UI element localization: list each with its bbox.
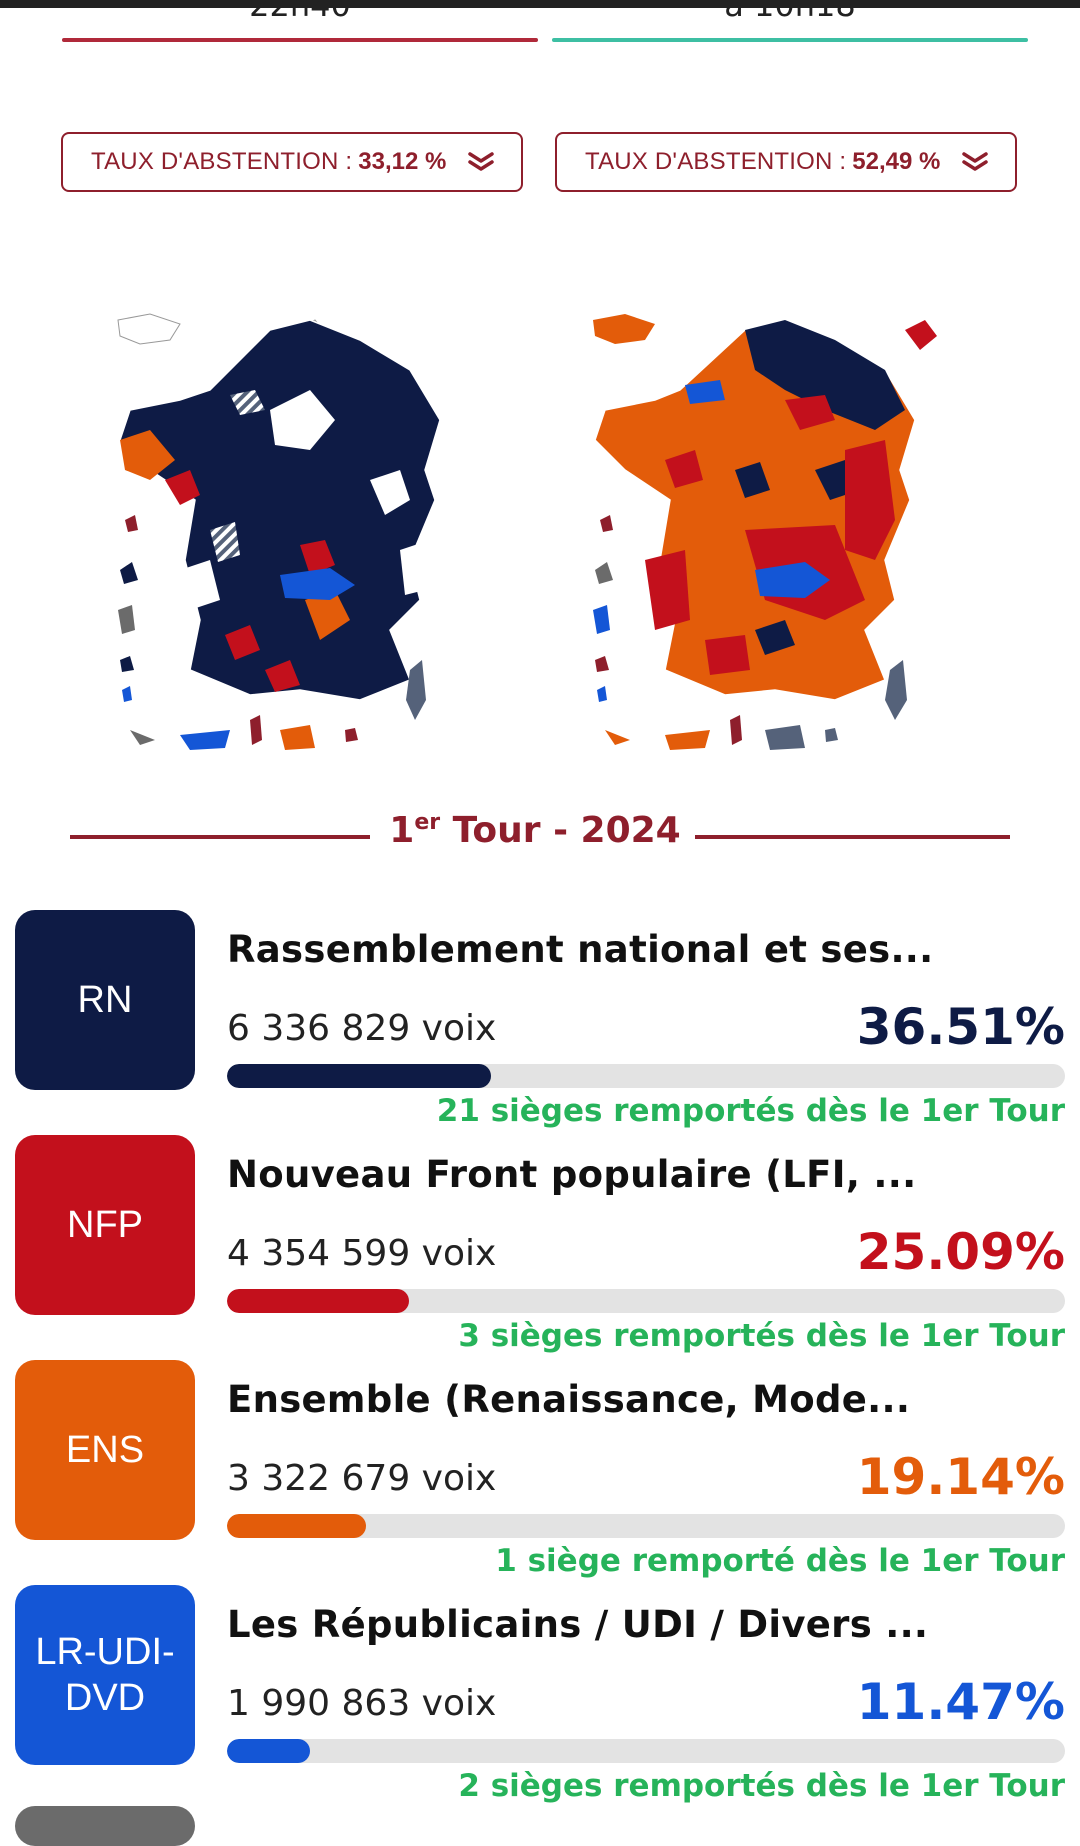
section-title-text: Tour - 2024 <box>452 810 681 851</box>
vote-share-bar <box>227 1739 1065 1763</box>
double-chevron-down-icon <box>468 152 494 171</box>
vote-share-fill <box>227 1739 311 1763</box>
party-name: Les Républicains / UDI / Divers ... <box>227 1603 929 1646</box>
seats-won-text: 2 sièges remportés dès le 1er Tour <box>458 1768 1065 1804</box>
party-badge: NFP <box>15 1135 195 1315</box>
next-party-badge-partial <box>15 1806 195 1846</box>
abstention-toggle-left[interactable]: TAUX D'ABSTENTION : 33,12 % <box>61 132 523 192</box>
party-votes: 4 354 599 voix <box>227 1233 497 1274</box>
party-badge: RN <box>15 910 195 1090</box>
vote-share-bar <box>227 1289 1065 1313</box>
left-time-header: 22h40 <box>62 0 538 42</box>
party-code: ENS <box>65 1429 145 1471</box>
section-title: 1er Tour - 2024 <box>380 810 690 851</box>
double-chevron-down-icon <box>962 152 988 171</box>
abstention-label: TAUX D'ABSTENTION : <box>585 148 847 175</box>
party-percent: 36.51% <box>856 998 1065 1056</box>
party-votes: 3 322 679 voix <box>227 1458 497 1499</box>
right-time-label: à 10h18 <box>724 0 856 24</box>
party-votes: 6 336 829 voix <box>227 1008 497 1049</box>
section-divider-left <box>70 835 370 839</box>
party-name: Nouveau Front populaire (LFI, ... <box>227 1153 917 1196</box>
party-row-nfp[interactable]: NFP Nouveau Front populaire (LFI, ... 4 … <box>15 1135 1065 1360</box>
france-results-map-right[interactable] <box>585 300 985 770</box>
left-time-label: 22h40 <box>249 0 351 24</box>
party-badge: ENS <box>15 1360 195 1540</box>
vote-share-fill <box>227 1064 492 1088</box>
abstention-value: 52,49 % <box>852 148 941 175</box>
party-percent: 11.47% <box>856 1673 1065 1731</box>
status-bar-edge <box>0 0 1080 8</box>
section-divider-right <box>695 835 1010 839</box>
right-time-header: à 10h18 <box>552 0 1028 42</box>
party-code: RN <box>77 979 133 1021</box>
section-title-number: 1 <box>389 810 415 851</box>
vote-share-fill <box>227 1514 366 1538</box>
seats-won-text: 3 sièges remportés dès le 1er Tour <box>458 1318 1065 1354</box>
abstention-value: 33,12 % <box>358 148 447 175</box>
party-row-ens[interactable]: ENS Ensemble (Renaissance, Mode... 3 322… <box>15 1360 1065 1585</box>
right-time-underline <box>552 38 1028 42</box>
party-name: Rassemblement national et ses... <box>227 928 934 971</box>
france-results-map-left[interactable] <box>110 300 510 770</box>
party-code: NFP <box>67 1204 143 1246</box>
vote-share-fill <box>227 1289 409 1313</box>
seats-won-text: 21 sièges remportés dès le 1er Tour <box>436 1093 1065 1129</box>
party-percent: 19.14% <box>856 1448 1065 1506</box>
party-badge: LR-UDI-DVD <box>15 1585 195 1765</box>
vote-share-bar <box>227 1064 1065 1088</box>
section-title-suffix: er <box>414 810 441 835</box>
party-votes: 1 990 863 voix <box>227 1683 497 1724</box>
party-code: LR-UDI-DVD <box>35 1631 175 1719</box>
seats-won-text: 1 siège remporté dès le 1er Tour <box>495 1543 1065 1579</box>
left-time-underline <box>62 38 538 42</box>
abstention-toggle-right[interactable]: TAUX D'ABSTENTION : 52,49 % <box>555 132 1017 192</box>
party-row-rn[interactable]: RN Rassemblement national et ses... 6 33… <box>15 910 1065 1135</box>
party-percent: 25.09% <box>856 1223 1065 1281</box>
party-row-lr-udi-dvd[interactable]: LR-UDI-DVD Les Républicains / UDI / Dive… <box>15 1585 1065 1810</box>
vote-share-bar <box>227 1514 1065 1538</box>
abstention-label: TAUX D'ABSTENTION : <box>91 148 353 175</box>
party-name: Ensemble (Renaissance, Mode... <box>227 1378 911 1421</box>
